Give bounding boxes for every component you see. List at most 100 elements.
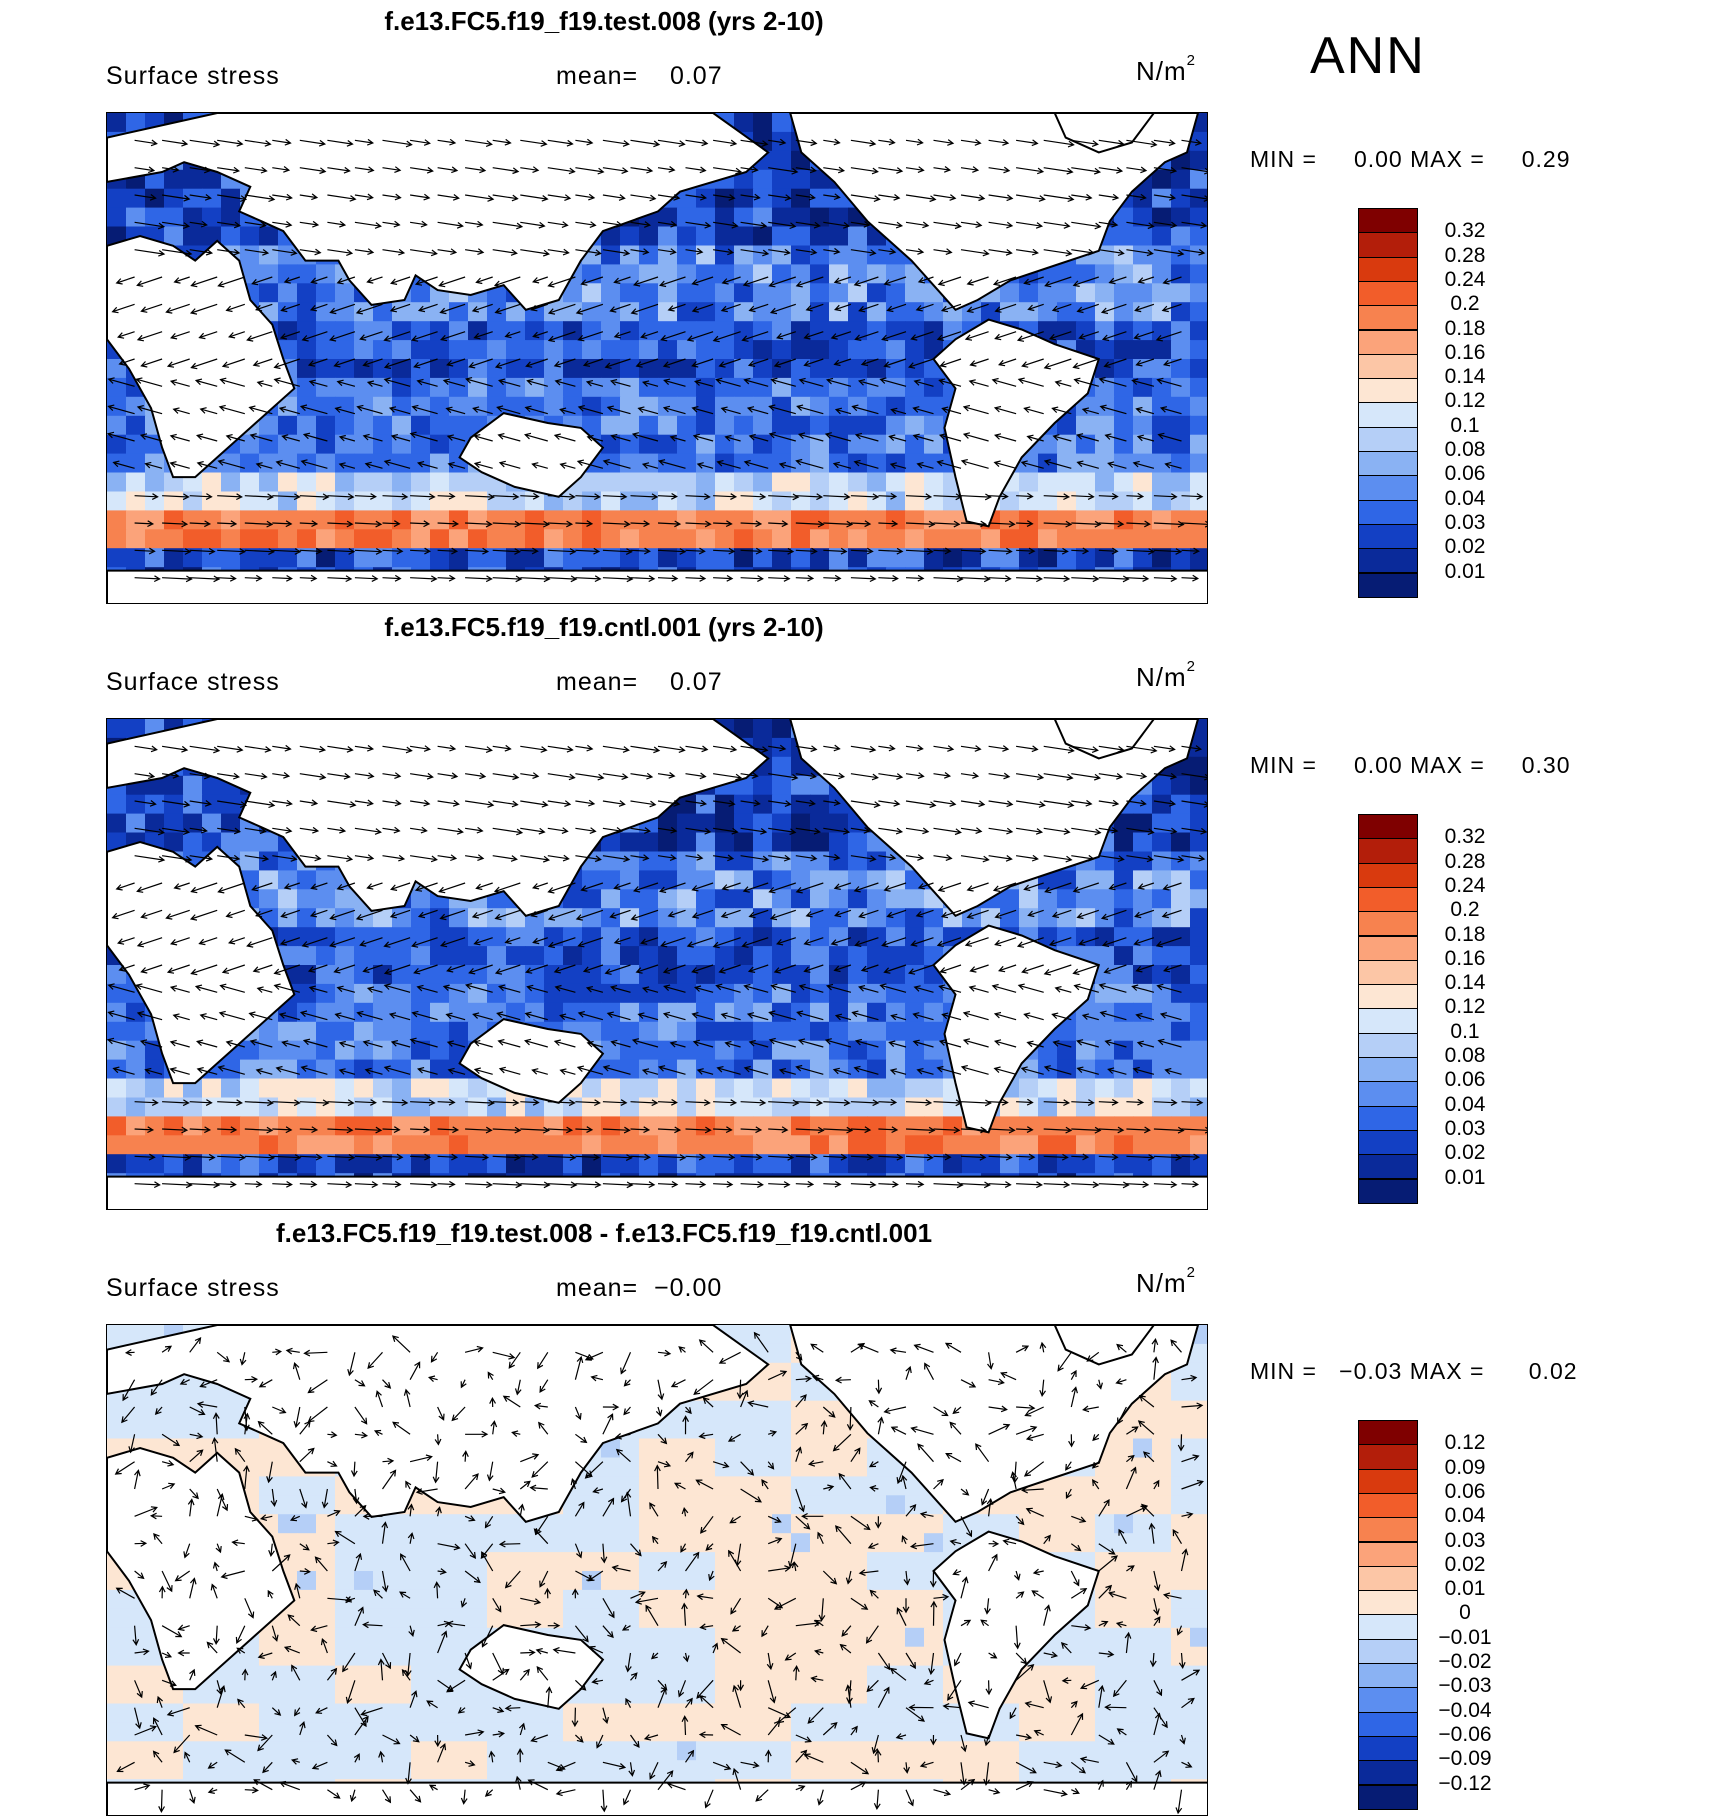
panel-title: f.e13.FC5.f19_f19.cntl.001 (yrs 2-10) [384, 612, 824, 642]
units-exponent: 2 [1186, 1264, 1197, 1281]
panel-title: f.e13.FC5.f19_f19.test.008 - f.e13.FC5.f… [275, 1218, 933, 1248]
panel-control: f.e13.FC5.f19_f19.cntl.001 (yrs 2-10) Su… [0, 606, 1710, 1212]
minmax-readout: MIN = 0.00 MAX = 0.29 [1250, 146, 1570, 173]
colorbar-tick-label: −0.06 [1438, 1722, 1492, 1746]
panel-title: f.e13.FC5.f19_f19.test.008 (yrs 2-10) [384, 6, 824, 36]
colorbar-swatch [1358, 305, 1418, 331]
colorbar-tick-label: 0.1 [1450, 1019, 1480, 1043]
colorbar-swatch [1358, 1517, 1418, 1543]
colorbar-swatch [1358, 426, 1418, 452]
colorbar-swatch [1358, 451, 1418, 477]
colorbar-tick-label: 0.24 [1444, 267, 1486, 291]
units-label: N/m2 [1136, 658, 1196, 693]
colorbar-tick-label: −0.02 [1438, 1650, 1492, 1673]
minmax-readout: MIN = −0.03 MAX = 0.02 [1250, 1358, 1578, 1385]
colorbar-tick-label: 0.28 [1444, 243, 1486, 267]
mean-value: 0.07 [669, 62, 723, 90]
colorbar-swatch [1358, 1711, 1418, 1737]
colorbar-swatch [1358, 1032, 1418, 1058]
colorbar-tick-label: 0.02 [1444, 1141, 1486, 1165]
colorbar-swatch [1358, 1129, 1418, 1156]
colorbar-swatch [1358, 499, 1418, 525]
map-plot [106, 112, 1208, 604]
mean-label: mean= [556, 62, 639, 90]
units-label: N/m2 [1136, 52, 1196, 87]
map-svg [107, 719, 1207, 1209]
colorbar-swatch [1358, 208, 1418, 234]
colorbar-tick-label: 0.14 [1444, 365, 1486, 389]
colorbar-tick-label: 0.1 [1450, 413, 1480, 437]
min-label: MIN = [1250, 146, 1317, 172]
colorbar-swatch [1358, 1444, 1418, 1470]
colorbar-tick-label: 0.32 [1444, 219, 1486, 243]
colorbar-tick-label: 0.06 [1444, 1068, 1486, 1092]
colorbar-tick-label: 0.08 [1444, 1044, 1486, 1067]
colorbar-swatch [1358, 1154, 1418, 1180]
min-value: 0.00 [1353, 146, 1403, 172]
colorbar-tick-label: 0 [1459, 1601, 1471, 1625]
max-label: MAX = [1410, 752, 1485, 778]
variable-label: Surface stress [106, 668, 280, 696]
map-svg [107, 113, 1207, 603]
mean-readout: mean= −0.00 [556, 1274, 722, 1303]
colorbar-tick-label: 0.18 [1444, 316, 1486, 340]
max-label: MAX = [1410, 146, 1485, 172]
colorbar-swatch [1358, 1468, 1418, 1494]
colorbar-tick-label: 0.08 [1444, 438, 1486, 461]
colorbar-swatch [1358, 523, 1418, 550]
panel-difference: f.e13.FC5.f19_f19.test.008 - f.e13.FC5.f… [0, 1212, 1710, 1818]
colorbar-tick-label: 0.01 [1444, 1165, 1486, 1189]
colorbar-swatch [1358, 475, 1418, 501]
colorbar-swatch [1358, 1105, 1418, 1131]
colorbar-tick-label: 0.32 [1444, 825, 1486, 849]
colorbar-swatch [1358, 1638, 1418, 1664]
colorbar-swatch [1358, 572, 1418, 598]
min-label: MIN = [1250, 1358, 1317, 1384]
colorbar-swatch [1358, 329, 1418, 355]
units-text: N/m [1136, 56, 1187, 86]
units-label: N/m2 [1136, 1264, 1196, 1299]
colorbar-tick-label: 0.04 [1444, 1092, 1486, 1116]
colorbar-swatch [1358, 1492, 1418, 1519]
map-svg [107, 1325, 1207, 1815]
mean-label: mean= [556, 668, 639, 696]
colorbar-tick-label: −0.12 [1438, 1771, 1492, 1795]
colorbar-swatch [1358, 862, 1418, 888]
variable-label: Surface stress [106, 1274, 280, 1302]
colorbar-swatch [1358, 378, 1418, 404]
colorbar-swatch [1358, 232, 1418, 258]
units-text: N/m [1136, 1268, 1187, 1298]
colorbar-tick-label: 0.02 [1444, 535, 1486, 559]
map-plot [106, 718, 1208, 1210]
colorbar-swatch [1358, 935, 1418, 961]
colorbar-tick-label: 0.06 [1444, 462, 1486, 486]
mean-readout: mean= 0.07 [556, 62, 723, 91]
colorbar-swatch [1358, 1057, 1418, 1083]
mean-readout: mean= 0.07 [556, 668, 723, 697]
colorbar-tick-label: 0.12 [1444, 995, 1486, 1019]
colorbar-tick-label: 0.04 [1444, 486, 1486, 510]
colorbar-tick-label: 0.01 [1444, 1577, 1486, 1601]
colorbar-swatch [1358, 1178, 1418, 1204]
colorbar-swatch [1358, 984, 1418, 1010]
variable-label: Surface stress [106, 62, 280, 90]
max-label: MAX = [1409, 1358, 1485, 1384]
colorbar-swatch [1358, 1420, 1418, 1446]
colorbar-tick-label: 0.12 [1444, 1431, 1486, 1455]
colorbar-swatch [1358, 886, 1418, 913]
colorbar-tick-label: 0.03 [1444, 1528, 1486, 1552]
colorbar-swatch [1358, 814, 1418, 840]
colorbar-swatch [1358, 1784, 1418, 1810]
mean-value: −0.00 [654, 1274, 723, 1302]
colorbar-swatch [1358, 838, 1418, 864]
colorbar-swatch [1358, 1565, 1418, 1592]
units-text: N/m [1136, 662, 1187, 692]
colorbar-tick-label: 0.03 [1444, 510, 1486, 534]
max-value: 0.02 [1528, 1358, 1578, 1384]
min-value: 0.00 [1353, 752, 1403, 778]
min-label: MIN = [1250, 752, 1317, 778]
max-value: 0.30 [1521, 752, 1571, 778]
colorbar-tick-label: 0.02 [1444, 1552, 1486, 1576]
colorbar-tick-label: 0.03 [1444, 1116, 1486, 1140]
colorbar-tick-label: 0.2 [1450, 898, 1480, 922]
